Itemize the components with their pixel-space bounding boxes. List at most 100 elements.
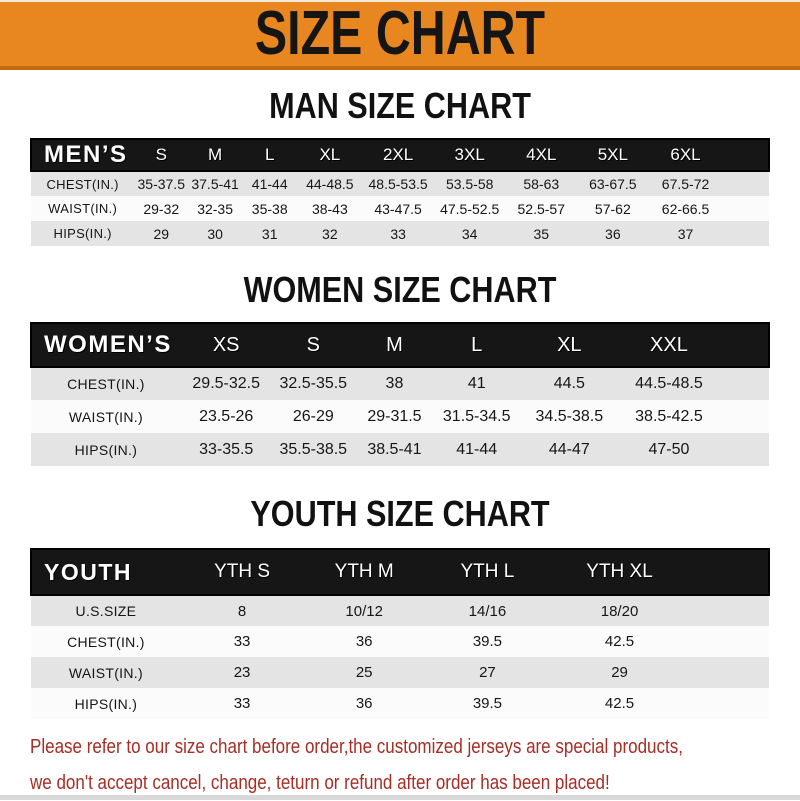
measurement-value: 44.5-48.5 <box>635 375 703 392</box>
table-header-row: MEN’S S M L XL 2XL 3XL 4XL 5XL 6XL <box>31 139 769 171</box>
size-column-header: 4XL <box>526 145 557 164</box>
table-row: U.S.SIZE 8 10/12 14/16 18/20 <box>31 595 769 626</box>
measurement-label: CHEST(IN.) <box>67 376 145 392</box>
footer-line-2-text: we don't accept cancel, change, teturn o… <box>30 772 610 794</box>
measurement-value: 34.5-38.5 <box>535 407 604 425</box>
measurement-value: 14/16 <box>468 602 507 620</box>
measurement-value: 33 <box>233 633 251 650</box>
measurement-value: 29.5-32.5 <box>192 375 260 392</box>
table-row: HIPS(IN.) 33 36 39.5 42.5 <box>31 688 769 719</box>
size-column-header: M <box>386 333 403 356</box>
measurement-value: 35-37.5 <box>137 176 185 192</box>
measurement-value: 29-32 <box>143 200 180 217</box>
measurement-value: 38 <box>385 375 404 392</box>
measurement-label: HIPS(IN.) <box>74 695 138 712</box>
measurement-value: 36 <box>355 633 373 650</box>
size-column-header: YTH M <box>334 561 394 582</box>
size-column-header: S <box>155 145 167 164</box>
measurement-value: 48.5-53.5 <box>368 176 428 192</box>
measurement-value: 58-63 <box>523 176 560 192</box>
size-column-header: 3XL <box>454 145 485 164</box>
measurement-value: 63-67.5 <box>589 176 637 192</box>
measurement-value: 32-35 <box>197 200 233 217</box>
size-column-header: M <box>208 145 223 164</box>
table-row: WAIST(IN.) 29-32 32-35 35-38 38-43 43-47.5 47.… <box>31 196 769 221</box>
measurement-value: 33 <box>390 225 406 242</box>
spacer-cell <box>719 323 769 367</box>
measurement-label: WAIST(IN.) <box>48 201 118 216</box>
measurement-value: 42.5 <box>604 633 635 650</box>
size-column-header: XL <box>319 145 341 164</box>
page-title: SIZE CHART <box>254 0 546 68</box>
measurement-value: 30 <box>207 225 223 242</box>
size-column-header: L <box>264 145 275 164</box>
table-row: CHEST(IN.) 29.5-32.5 32.5-35.5 38 41 44.5 44.5… <box>31 367 769 400</box>
measurement-label: HIPS(IN.) <box>74 441 138 458</box>
measurement-label: CHEST(IN.) <box>67 633 145 650</box>
table-row: CHEST(IN.) 33 36 39.5 42.5 <box>31 626 769 657</box>
measurement-value: 62-66.5 <box>661 200 710 217</box>
measurement-value: 38.5-41 <box>367 440 422 458</box>
measurement-value: 39.5 <box>472 695 503 712</box>
measurement-value: 42.5 <box>604 695 635 712</box>
men-heading-text: MAN SIZE CHART <box>269 85 531 126</box>
footer-line-2: we don't accept cancel, change, teturn o… <box>30 765 800 801</box>
table-row: HIPS(IN.) 29 30 31 32 33 34 35 36 37 <box>31 221 769 246</box>
measurement-value: 18/20 <box>600 602 639 620</box>
measurement-value: 41-44 <box>251 176 288 192</box>
measurement-value: 29-31.5 <box>367 407 422 425</box>
measurement-value: 27 <box>479 664 496 681</box>
footer-line-1: Please refer to our size chart before or… <box>30 729 800 765</box>
table-row: CHEST(IN.) 35-37.5 37.5-41 41-44 44-48.5 48.5… <box>31 171 769 196</box>
measurement-value: 57-62 <box>594 200 631 217</box>
measurement-value: 35-38 <box>251 200 288 217</box>
measurement-value: 44-47 <box>548 440 590 458</box>
measurement-value: 44-48.5 <box>306 176 354 192</box>
measurement-value: 23.5-26 <box>199 407 254 425</box>
bottom-strip <box>0 795 800 800</box>
measurement-value: 32.5-35.5 <box>279 375 348 392</box>
measurement-value: 8 <box>237 602 247 620</box>
measurement-value: 10/12 <box>345 602 383 620</box>
size-column-header: YTH S <box>214 561 271 582</box>
measurement-value: 39.5 <box>472 633 503 650</box>
measurement-value: 29 <box>153 225 170 242</box>
size-column-header: 6XL <box>670 145 701 164</box>
table-group-label: MEN’S <box>44 141 128 168</box>
spacer-cell <box>719 367 769 400</box>
spacer-cell <box>689 595 769 626</box>
measurement-value: 29 <box>611 664 628 681</box>
spacer-cell <box>689 626 769 657</box>
measurement-value: 36 <box>355 695 373 712</box>
youth-size-table: YOUTH YTH S YTH M YTH L YTH XL U.S.SIZE 8 10/12… <box>30 548 770 719</box>
measurement-value: 35 <box>533 225 550 242</box>
measurement-value: 34 <box>461 225 478 242</box>
measurement-value: 37.5-41 <box>191 176 239 192</box>
spacer-cell <box>722 196 769 221</box>
women-heading-text: WOMEN SIZE CHART <box>243 269 557 310</box>
measurement-value: 26-29 <box>292 407 334 425</box>
spacer-cell <box>722 139 769 171</box>
measurement-value: 47-50 <box>648 440 690 458</box>
size-column-header: YTH XL <box>586 561 653 582</box>
youth-heading-text: YOUTH SIZE CHART <box>250 493 550 534</box>
measurement-value: 41-44 <box>456 440 498 458</box>
spacer-cell <box>689 657 769 688</box>
measurement-value: 33 <box>233 695 251 712</box>
measurement-value: 38-43 <box>311 200 348 217</box>
measurement-value: 41 <box>467 375 486 392</box>
size-column-header: XXL <box>650 333 688 356</box>
measurement-value: 36 <box>605 225 621 242</box>
youth-section-heading: YOUTH SIZE CHART <box>0 496 800 532</box>
table-row: WAIST(IN.) 23.5-26 26-29 29-31.5 31.5-34.5 34… <box>31 400 769 433</box>
size-column-header: L <box>471 333 483 356</box>
spacer-cell <box>689 688 769 719</box>
spacer-cell <box>719 433 769 466</box>
measurement-value: 52.5-57 <box>517 200 565 217</box>
spacer-cell <box>722 171 769 196</box>
measurement-value: 53.5-58 <box>445 176 494 192</box>
measurement-value: 25 <box>355 664 373 681</box>
table-group-label: YOUTH <box>44 558 132 585</box>
size-column-header: XL <box>557 333 582 356</box>
table-group-label: WOMEN’S <box>44 331 172 358</box>
